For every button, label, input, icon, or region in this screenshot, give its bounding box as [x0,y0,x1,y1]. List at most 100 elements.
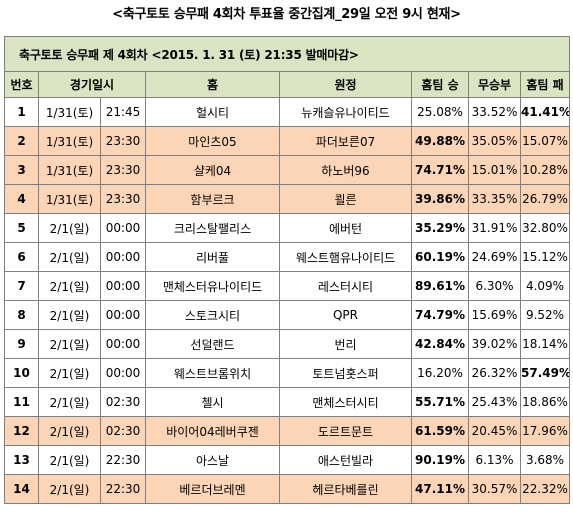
match-time: 00:00 [100,358,146,388]
home-win-rate: 35.29% [411,213,469,243]
away-team: 맨체스터시티 [279,387,412,417]
match-date: 2/1(일) [38,271,101,301]
header-away: 원정 [279,71,412,98]
home-team: 마인츠05 [145,126,280,156]
home-loss-rate: 41.41% [519,97,571,127]
draw-rate: 39.02% [468,329,521,359]
home-team: 바이어04레버쿠젠 [145,416,280,446]
draw-rate: 35.05% [468,126,521,156]
match-number: 13 [4,445,39,475]
match-time: 00:00 [100,300,146,330]
table-row: 3 1/31(토) 23:30 샬케04 하노버96 74.71% 15.01% 10.28% [4,155,571,185]
draw-rate: 31.91% [468,213,521,243]
away-team: 뉴캐슬유나이티드 [279,97,412,127]
home-loss-rate: 17.96% [519,416,571,446]
page-title: <축구토토 승무패 4회차 투표율 중간집계_29일 오전 9시 현재> [112,7,461,22]
home-team: 스토크시티 [145,300,280,330]
match-number: 14 [4,474,39,504]
match-date: 2/1(일) [38,416,101,446]
home-win-rate: 39.86% [411,184,469,214]
match-number: 11 [4,387,39,417]
table-row: 4 1/31(토) 23:30 함부르크 쾰른 39.86% 33.35% 26.79% [4,184,571,214]
home-loss-rate: 22.32% [519,474,571,504]
away-team: 번리 [279,329,412,359]
header-draw: 무승부 [468,71,521,98]
away-team: 에버턴 [279,213,412,243]
header-home-loss: 홈팀 패 [519,71,571,98]
match-date: 2/1(일) [38,242,101,272]
home-win-rate: 60.19% [411,242,469,272]
home-loss-rate: 57.49% [519,358,571,388]
home-win-rate: 25.08% [411,97,469,127]
table-row: 14 2/1(일) 22:30 베르더브레멘 헤르타베를린 47.11% 30.57% 22.… [4,474,571,504]
home-win-rate: 49.88% [411,126,469,156]
draw-rate: 25.43% [468,387,521,417]
home-win-rate: 42.84% [411,329,469,359]
home-win-rate: 55.71% [411,387,469,417]
home-team: 샬케04 [145,155,280,185]
draw-rate: 20.45% [468,416,521,446]
column-header-row: 번호 경기일시 홈 원정 홈팀 승 무승부 홈팀 패 [4,71,571,98]
match-time: 22:30 [100,445,146,475]
match-time: 23:30 [100,184,146,214]
match-number: 7 [4,271,39,301]
home-team: 리버풀 [145,242,280,272]
away-team: 레스터시티 [279,271,412,301]
away-team: 도르트문트 [279,416,412,446]
match-date: 1/31(토) [38,184,101,214]
home-win-rate: 47.11% [411,474,469,504]
draw-rate: 24.69% [468,242,521,272]
home-loss-rate: 10.28% [519,155,571,185]
table-row: 8 2/1(일) 00:00 스토크시티 QPR 74.79% 15.69% 9.52% [4,300,571,330]
match-number: 6 [4,242,39,272]
match-date: 1/31(토) [38,97,101,127]
home-win-rate: 74.79% [411,300,469,330]
match-time: 02:30 [100,416,146,446]
draw-rate: 6.13% [468,445,521,475]
table-row: 9 2/1(일) 00:00 선덜랜드 번리 42.84% 39.02% 18.14% [4,329,571,359]
match-date: 1/31(토) [38,126,101,156]
home-win-rate: 89.61% [411,271,469,301]
away-team: 하노버96 [279,155,412,185]
match-date: 2/1(일) [38,329,101,359]
table-row: 5 2/1(일) 00:00 크리스탈팰리스 에버턴 35.29% 31.91% 32.80% [4,213,571,243]
match-number: 8 [4,300,39,330]
home-win-rate: 74.71% [411,155,469,185]
match-date: 2/1(일) [38,213,101,243]
match-time: 00:00 [100,329,146,359]
draw-rate: 33.35% [468,184,521,214]
home-team: 첼시 [145,387,280,417]
home-win-rate: 61.59% [411,416,469,446]
away-team: 토트넘홋스퍼 [279,358,412,388]
match-number: 2 [4,126,39,156]
header-datetime: 경기일시 [38,71,146,98]
header-home: 홈 [145,71,280,98]
home-loss-rate: 18.86% [519,387,571,417]
home-loss-rate: 18.14% [519,329,571,359]
home-loss-rate: 15.07% [519,126,571,156]
match-time: 00:00 [100,242,146,272]
vote-rate-table: 축구토토 승무패 제 4회차 <2015. 1. 31 (토) 21:35 발매… [3,36,571,504]
draw-rate: 15.01% [468,155,521,185]
draw-rate: 15.69% [468,300,521,330]
away-team: 헤르타베를린 [279,474,412,504]
match-time: 02:30 [100,387,146,417]
home-win-rate: 90.19% [411,445,469,475]
match-number: 12 [4,416,39,446]
match-number: 1 [4,97,39,127]
home-team: 크리스탈팰리스 [145,213,280,243]
table-row: 11 2/1(일) 02:30 첼시 맨체스터시티 55.71% 25.43% 18.86% [4,387,571,417]
home-team: 웨스트브롬위치 [145,358,280,388]
match-time: 23:30 [100,126,146,156]
header-no: 번호 [4,71,39,98]
table-row: 2 1/31(토) 23:30 마인츠05 파더보른07 49.88% 35.05% 15.0… [4,126,571,156]
match-number: 10 [4,358,39,388]
draw-rate: 26.32% [468,358,521,388]
away-team: 애스턴빌라 [279,445,412,475]
draw-rate: 6.30% [468,271,521,301]
match-date: 2/1(일) [38,387,101,417]
header-home-win: 홈팀 승 [411,71,469,98]
home-team: 아스날 [145,445,280,475]
draw-rate: 30.57% [468,474,521,504]
round-subtitle: 축구토토 승무패 제 4회차 <2015. 1. 31 (토) 21:35 발매… [3,36,571,72]
